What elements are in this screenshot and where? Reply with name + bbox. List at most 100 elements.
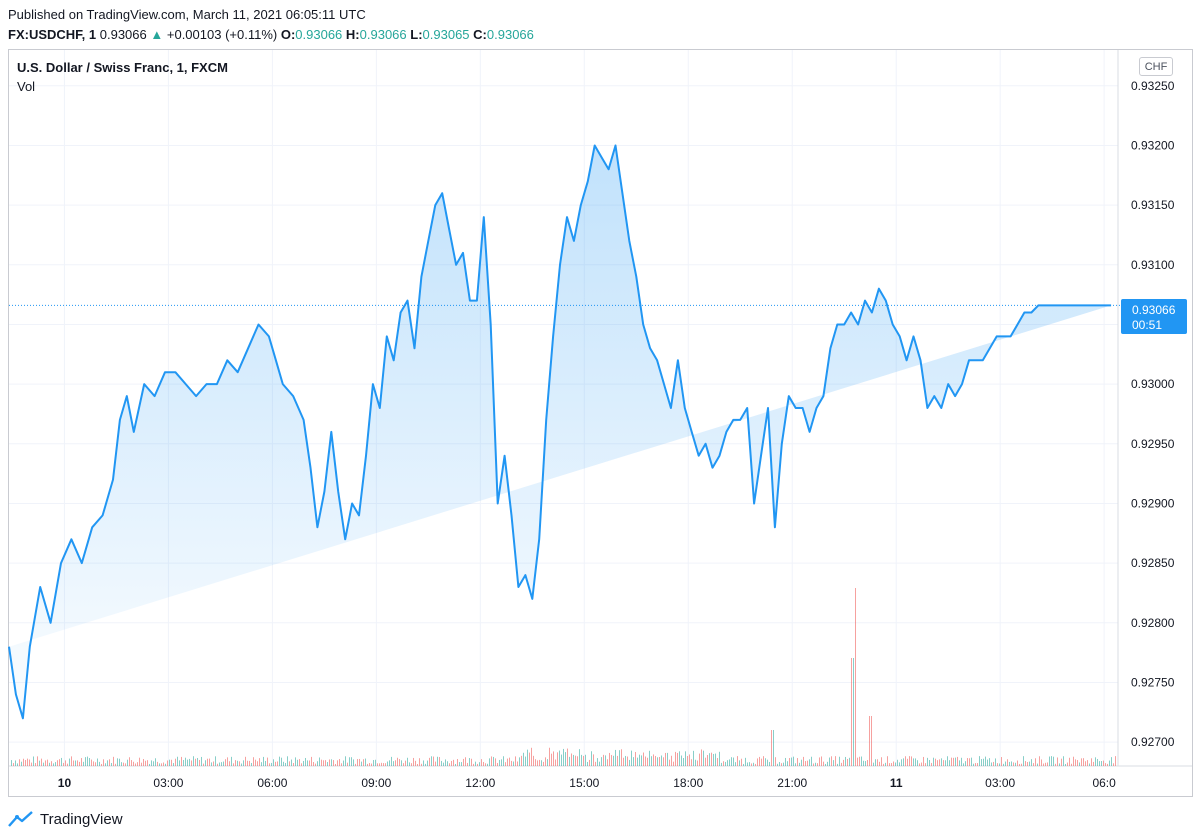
- volume-bar: [601, 757, 602, 766]
- volume-bar: [1107, 763, 1108, 766]
- volume-bar: [857, 757, 858, 766]
- change-up-icon: ▲: [150, 27, 164, 42]
- volume-bar: [205, 760, 206, 766]
- volume-bar: [1097, 758, 1098, 766]
- volume-bar: [525, 756, 526, 766]
- volume-bar: [399, 759, 400, 766]
- volume-bar: [795, 763, 796, 766]
- volume-bar: [1071, 763, 1072, 766]
- volume-bar: [751, 763, 752, 766]
- volume-bar: [617, 755, 618, 766]
- volume-bar: [985, 756, 986, 766]
- volume-bar: [775, 757, 776, 766]
- volume-bar: [969, 758, 970, 766]
- volume-bar: [345, 756, 346, 766]
- volume-bar: [747, 762, 748, 766]
- volume-bar: [99, 761, 100, 766]
- volume-bar: [905, 756, 906, 766]
- volume-bar: [87, 756, 88, 766]
- volume-bar: [727, 760, 728, 766]
- volume-bar: [633, 757, 634, 766]
- volume-bar: [119, 758, 120, 766]
- volume-bar: [1011, 761, 1012, 766]
- volume-bar: [77, 760, 78, 766]
- volume-bar: [721, 762, 722, 766]
- volume-bar: [261, 762, 262, 766]
- volume-bar: [317, 761, 318, 766]
- volume-bar: [641, 755, 642, 766]
- volume-bar: [903, 758, 904, 766]
- x-tick-label: 15:00: [569, 776, 599, 790]
- volume-bar: [109, 759, 110, 766]
- volume-bar: [211, 762, 212, 766]
- low-value: 0.93065: [422, 27, 470, 42]
- volume-bar: [89, 758, 90, 766]
- volume-bar: [421, 763, 422, 766]
- volume-bar: [169, 759, 170, 766]
- volume-bar: [589, 759, 590, 766]
- volume-bar: [535, 759, 536, 766]
- volume-bar: [659, 756, 660, 766]
- volume-bar: [935, 758, 936, 766]
- volume-bar: [379, 763, 380, 766]
- volume-bar: [23, 758, 24, 766]
- volume-bar: [625, 755, 626, 766]
- volume-bar: [1083, 758, 1084, 766]
- y-tick-label: 0.93150: [1131, 198, 1175, 212]
- volume-bar: [801, 759, 802, 766]
- volume-bar: [845, 756, 846, 766]
- volume-bar: [295, 757, 296, 766]
- volume-bar: [339, 759, 340, 766]
- volume-bar: [365, 758, 366, 766]
- volume-bar: [461, 762, 462, 766]
- volume-bar: [103, 759, 104, 766]
- volume-bar: [17, 763, 18, 766]
- volume-bar: [53, 763, 54, 766]
- volume-bar: [585, 754, 586, 766]
- volume-bar: [901, 759, 902, 766]
- volume-bar: [583, 755, 584, 766]
- volume-bar: [427, 760, 428, 766]
- volume-bar: [1013, 762, 1014, 766]
- symbol-label[interactable]: FX:USDCHF, 1: [8, 27, 97, 42]
- volume-bar: [943, 760, 944, 766]
- volume-bar: [311, 756, 312, 766]
- volume-bar: [233, 763, 234, 766]
- volume-bar: [29, 759, 30, 766]
- volume-bar: [267, 757, 268, 766]
- volume-bar: [309, 760, 310, 766]
- volume-bar: [909, 756, 910, 766]
- volume-bar: [959, 760, 960, 766]
- volume-bar: [299, 759, 300, 766]
- volume-bar: [785, 757, 786, 766]
- volume-bar: [283, 761, 284, 766]
- volume-bar: [385, 763, 386, 766]
- volume-bar: [875, 759, 876, 766]
- volume-bar: [733, 757, 734, 766]
- volume-bar: [395, 760, 396, 766]
- volume-bar: [897, 759, 898, 766]
- volume-bar: [105, 763, 106, 766]
- volume-bar: [835, 756, 836, 766]
- volume-bar: [815, 762, 816, 766]
- volume-bar: [315, 763, 316, 766]
- volume-bar: [723, 761, 724, 766]
- volume-bar: [1023, 756, 1024, 766]
- volume-bar: [939, 759, 940, 766]
- footer-brand[interactable]: TradingView: [8, 808, 123, 830]
- volume-bar: [173, 763, 174, 766]
- volume-bar: [687, 755, 688, 766]
- currency-button[interactable]: CHF: [1139, 57, 1173, 76]
- volume-bar: [331, 759, 332, 766]
- volume-bar: [49, 762, 50, 766]
- volume-bar: [473, 763, 474, 766]
- y-tick-label: 0.93200: [1131, 138, 1175, 152]
- volume-bar: [707, 755, 708, 766]
- volume-bar: [431, 756, 432, 766]
- volume-bar: [477, 763, 478, 766]
- volume-bar: [353, 759, 354, 766]
- volume-bar: [881, 757, 882, 766]
- volume-bar: [635, 751, 636, 766]
- volume-bar: [213, 761, 214, 766]
